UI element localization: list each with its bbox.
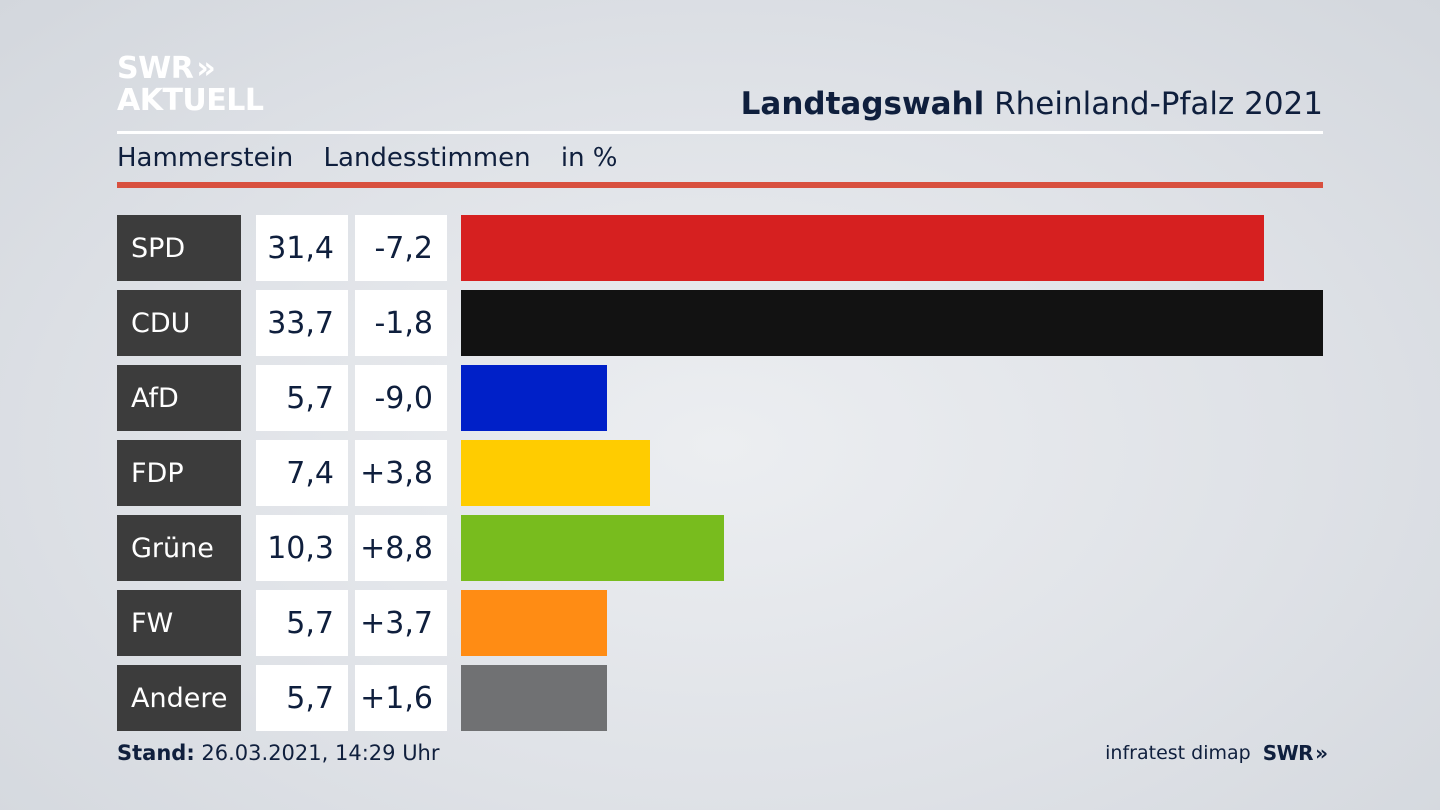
bar <box>461 365 607 431</box>
diff-label: +1,6 <box>355 665 447 731</box>
value-label: 33,7 <box>256 290 348 356</box>
swr-aktuell-logo: SWR » AKTUELL <box>117 54 264 116</box>
party-label: SPD <box>117 215 241 281</box>
swr-brand-logo: SWR» <box>1262 741 1328 765</box>
chart-row: FW 5,7 +3,7 <box>117 590 1323 656</box>
chart-row: Andere 5,7 +1,6 <box>117 665 1323 731</box>
subtitle-unit: in % <box>560 143 618 173</box>
header-divider <box>117 131 1323 134</box>
source-label: infratest dimap <box>1105 742 1251 764</box>
bar <box>461 440 650 506</box>
party-label: Andere <box>117 665 241 731</box>
chart-row: AfD 5,7 -9,0 <box>117 365 1323 431</box>
party-label: AfD <box>117 365 241 431</box>
accent-divider <box>117 182 1323 188</box>
chart-row: SPD 31,4 -7,2 <box>117 215 1323 281</box>
title-rest: Rheinland-Pfalz 2021 <box>994 86 1323 122</box>
logo-aktuell-text: AKTUELL <box>117 83 264 118</box>
timestamp: Stand: 26.03.2021, 14:29 Uhr <box>117 741 440 765</box>
stand-value: 26.03.2021, 14:29 Uhr <box>201 741 440 765</box>
value-label: 10,3 <box>256 515 348 581</box>
bar <box>461 590 607 656</box>
title-bold: Landtagswahl <box>740 86 985 122</box>
bar <box>461 665 607 731</box>
value-label: 5,7 <box>256 665 348 731</box>
page-title: Landtagswahl Rheinland-Pfalz 2021 <box>741 86 1323 122</box>
stand-label: Stand: <box>117 741 195 765</box>
chart-row: FDP 7,4 +3,8 <box>117 440 1323 506</box>
value-label: 7,4 <box>256 440 348 506</box>
diff-label: +3,8 <box>355 440 447 506</box>
diff-label: -7,2 <box>355 215 447 281</box>
diff-label: +3,7 <box>355 590 447 656</box>
chart-row: CDU 33,7 -1,8 <box>117 290 1323 356</box>
party-label: Grüne <box>117 515 241 581</box>
value-label: 31,4 <box>256 215 348 281</box>
source-credit: infratest dimap SWR» <box>1105 741 1328 765</box>
party-label: FDP <box>117 440 241 506</box>
chart-subtitle: Hammerstein Landesstimmen in % <box>117 143 640 173</box>
party-label: FW <box>117 590 241 656</box>
logo-swr-text: SWR <box>117 51 194 86</box>
bar <box>461 215 1264 281</box>
value-label: 5,7 <box>256 590 348 656</box>
subtitle-place: Hammerstein <box>117 143 294 173</box>
chart-row: Grüne 10,3 +8,8 <box>117 515 1323 581</box>
bar <box>461 290 1323 356</box>
chevron-right-icon: » <box>1315 741 1328 765</box>
subtitle-vote-type: Landesstimmen <box>323 143 531 173</box>
diff-label: +8,8 <box>355 515 447 581</box>
diff-label: -9,0 <box>355 365 447 431</box>
bar <box>461 515 724 581</box>
chevron-right-icon: » <box>196 51 216 86</box>
swr-brand-text: SWR <box>1262 741 1314 765</box>
diff-label: -1,8 <box>355 290 447 356</box>
value-label: 5,7 <box>256 365 348 431</box>
party-label: CDU <box>117 290 241 356</box>
